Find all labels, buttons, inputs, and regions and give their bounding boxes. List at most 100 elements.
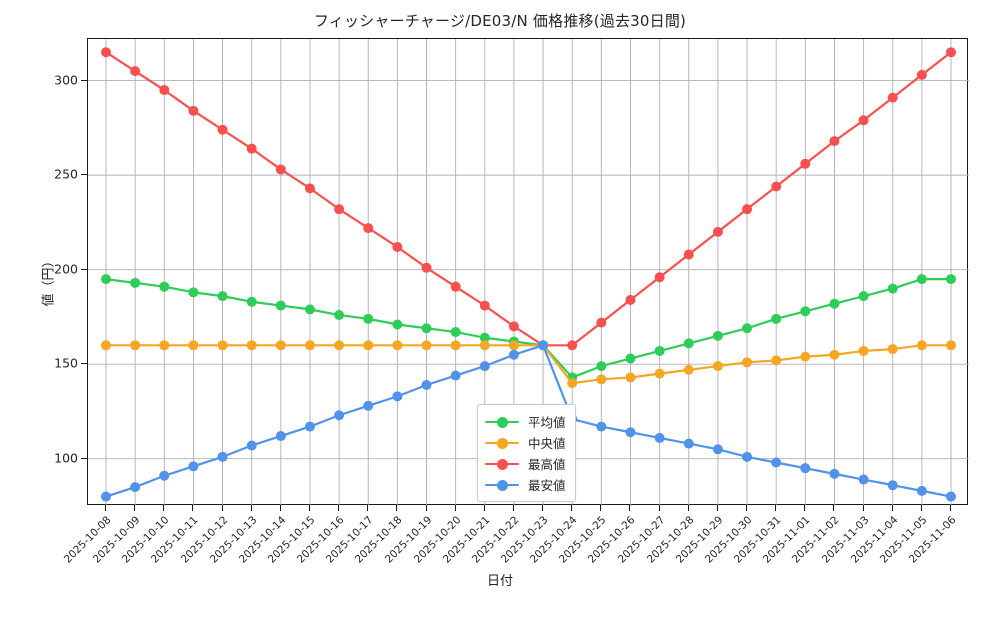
- x-axis-tick-mark: [105, 505, 106, 511]
- x-axis-tick-mark: [338, 505, 340, 511]
- x-axis-tick-mark: [367, 505, 369, 511]
- x-axis-tick-mark: [454, 505, 456, 511]
- data-point: [858, 291, 869, 302]
- y-axis-tick-mark: [81, 457, 87, 459]
- data-point: [450, 370, 461, 381]
- data-point: [101, 274, 111, 285]
- legend-label: 中央値: [528, 436, 566, 451]
- legend-label: 最安値: [528, 478, 566, 493]
- data-point: [916, 69, 927, 80]
- data-point: [916, 485, 927, 496]
- x-axis-tick-mark: [687, 505, 689, 511]
- data-point: [217, 340, 228, 351]
- x-axis-tick-mark: [629, 505, 631, 511]
- data-point: [887, 344, 898, 355]
- x-axis-tick-mark: [134, 505, 136, 511]
- data-point: [946, 491, 956, 502]
- data-point: [159, 281, 170, 292]
- data-point: [946, 47, 956, 58]
- x-axis-tick-mark: [804, 505, 806, 511]
- data-point: [101, 47, 111, 58]
- data-point: [363, 400, 374, 411]
- data-point: [829, 136, 840, 147]
- data-point: [742, 323, 753, 334]
- data-point: [508, 321, 519, 332]
- data-point: [654, 368, 665, 379]
- data-point: [188, 461, 199, 472]
- data-point: [858, 474, 869, 485]
- data-point: [654, 345, 665, 356]
- data-point: [421, 262, 432, 273]
- x-axis-tick-mark: [775, 505, 777, 511]
- data-point: [421, 340, 432, 351]
- data-point: [246, 340, 257, 351]
- data-point: [742, 451, 753, 462]
- data-point: [508, 340, 519, 351]
- y-axis-tick-mark: [81, 174, 87, 176]
- data-point: [159, 470, 170, 481]
- data-point: [130, 277, 141, 288]
- data-point: [479, 300, 490, 311]
- data-point: [421, 323, 432, 334]
- legend-swatch-icon: [485, 478, 519, 492]
- data-point: [858, 345, 869, 356]
- data-point: [479, 332, 490, 343]
- data-point: [363, 223, 374, 234]
- x-axis-tick-mark: [746, 505, 748, 511]
- legend-item-3[interactable]: 最安値: [485, 474, 566, 495]
- data-point: [538, 340, 549, 351]
- data-point: [130, 340, 141, 351]
- data-point: [217, 451, 228, 462]
- data-point: [800, 463, 811, 474]
- data-point: [625, 353, 636, 364]
- data-point: [334, 310, 345, 321]
- data-point: [304, 421, 315, 432]
- x-axis-tick-mark: [891, 505, 893, 511]
- data-point: [596, 421, 607, 432]
- series-layer: [101, 47, 956, 502]
- data-point: [275, 164, 286, 175]
- data-point: [246, 143, 257, 154]
- data-point: [829, 468, 840, 479]
- data-point: [159, 85, 170, 96]
- series-line-0: [104, 278, 953, 379]
- legend-swatch-icon: [485, 415, 519, 429]
- data-point: [304, 304, 315, 315]
- data-point: [421, 379, 432, 390]
- legend-item-2[interactable]: 最高値: [485, 453, 566, 474]
- x-axis-tick-mark: [833, 505, 835, 511]
- y-axis-tick-label: 200: [54, 261, 78, 277]
- data-point: [887, 480, 898, 491]
- x-axis-ticks: 2025-10-08 2025-10-09 2025-10-10 2025-10-11…: [62, 505, 968, 600]
- x-axis-tick-mark: [308, 505, 310, 511]
- x-axis-tick-mark: [425, 505, 427, 511]
- data-point: [771, 313, 782, 324]
- data-point: [363, 340, 374, 351]
- legend-swatch-icon: [485, 436, 519, 450]
- data-point: [363, 313, 374, 324]
- data-point: [683, 438, 694, 449]
- data-point: [567, 340, 578, 351]
- x-axis-tick-mark: [542, 505, 544, 511]
- legend-item-0[interactable]: 平均値: [485, 411, 566, 432]
- data-point: [742, 357, 753, 368]
- data-point: [130, 482, 141, 493]
- data-point: [683, 249, 694, 260]
- data-point: [246, 440, 257, 451]
- data-point: [392, 319, 403, 330]
- legend-label: 最高値: [528, 457, 566, 472]
- x-axis-label: 日付: [486, 574, 513, 589]
- x-axis-tick-mark: [250, 505, 252, 511]
- data-point: [246, 296, 257, 307]
- y-axis-tick-label: 100: [54, 450, 78, 466]
- data-point: [479, 361, 490, 372]
- legend-item-1[interactable]: 中央値: [485, 432, 566, 453]
- data-point: [800, 351, 811, 362]
- data-point: [829, 298, 840, 309]
- x-axis-tick-mark: [221, 505, 223, 511]
- data-point: [712, 361, 723, 372]
- data-point: [625, 294, 636, 305]
- data-point: [450, 281, 461, 292]
- gridlines: [88, 39, 969, 506]
- data-point: [304, 183, 315, 194]
